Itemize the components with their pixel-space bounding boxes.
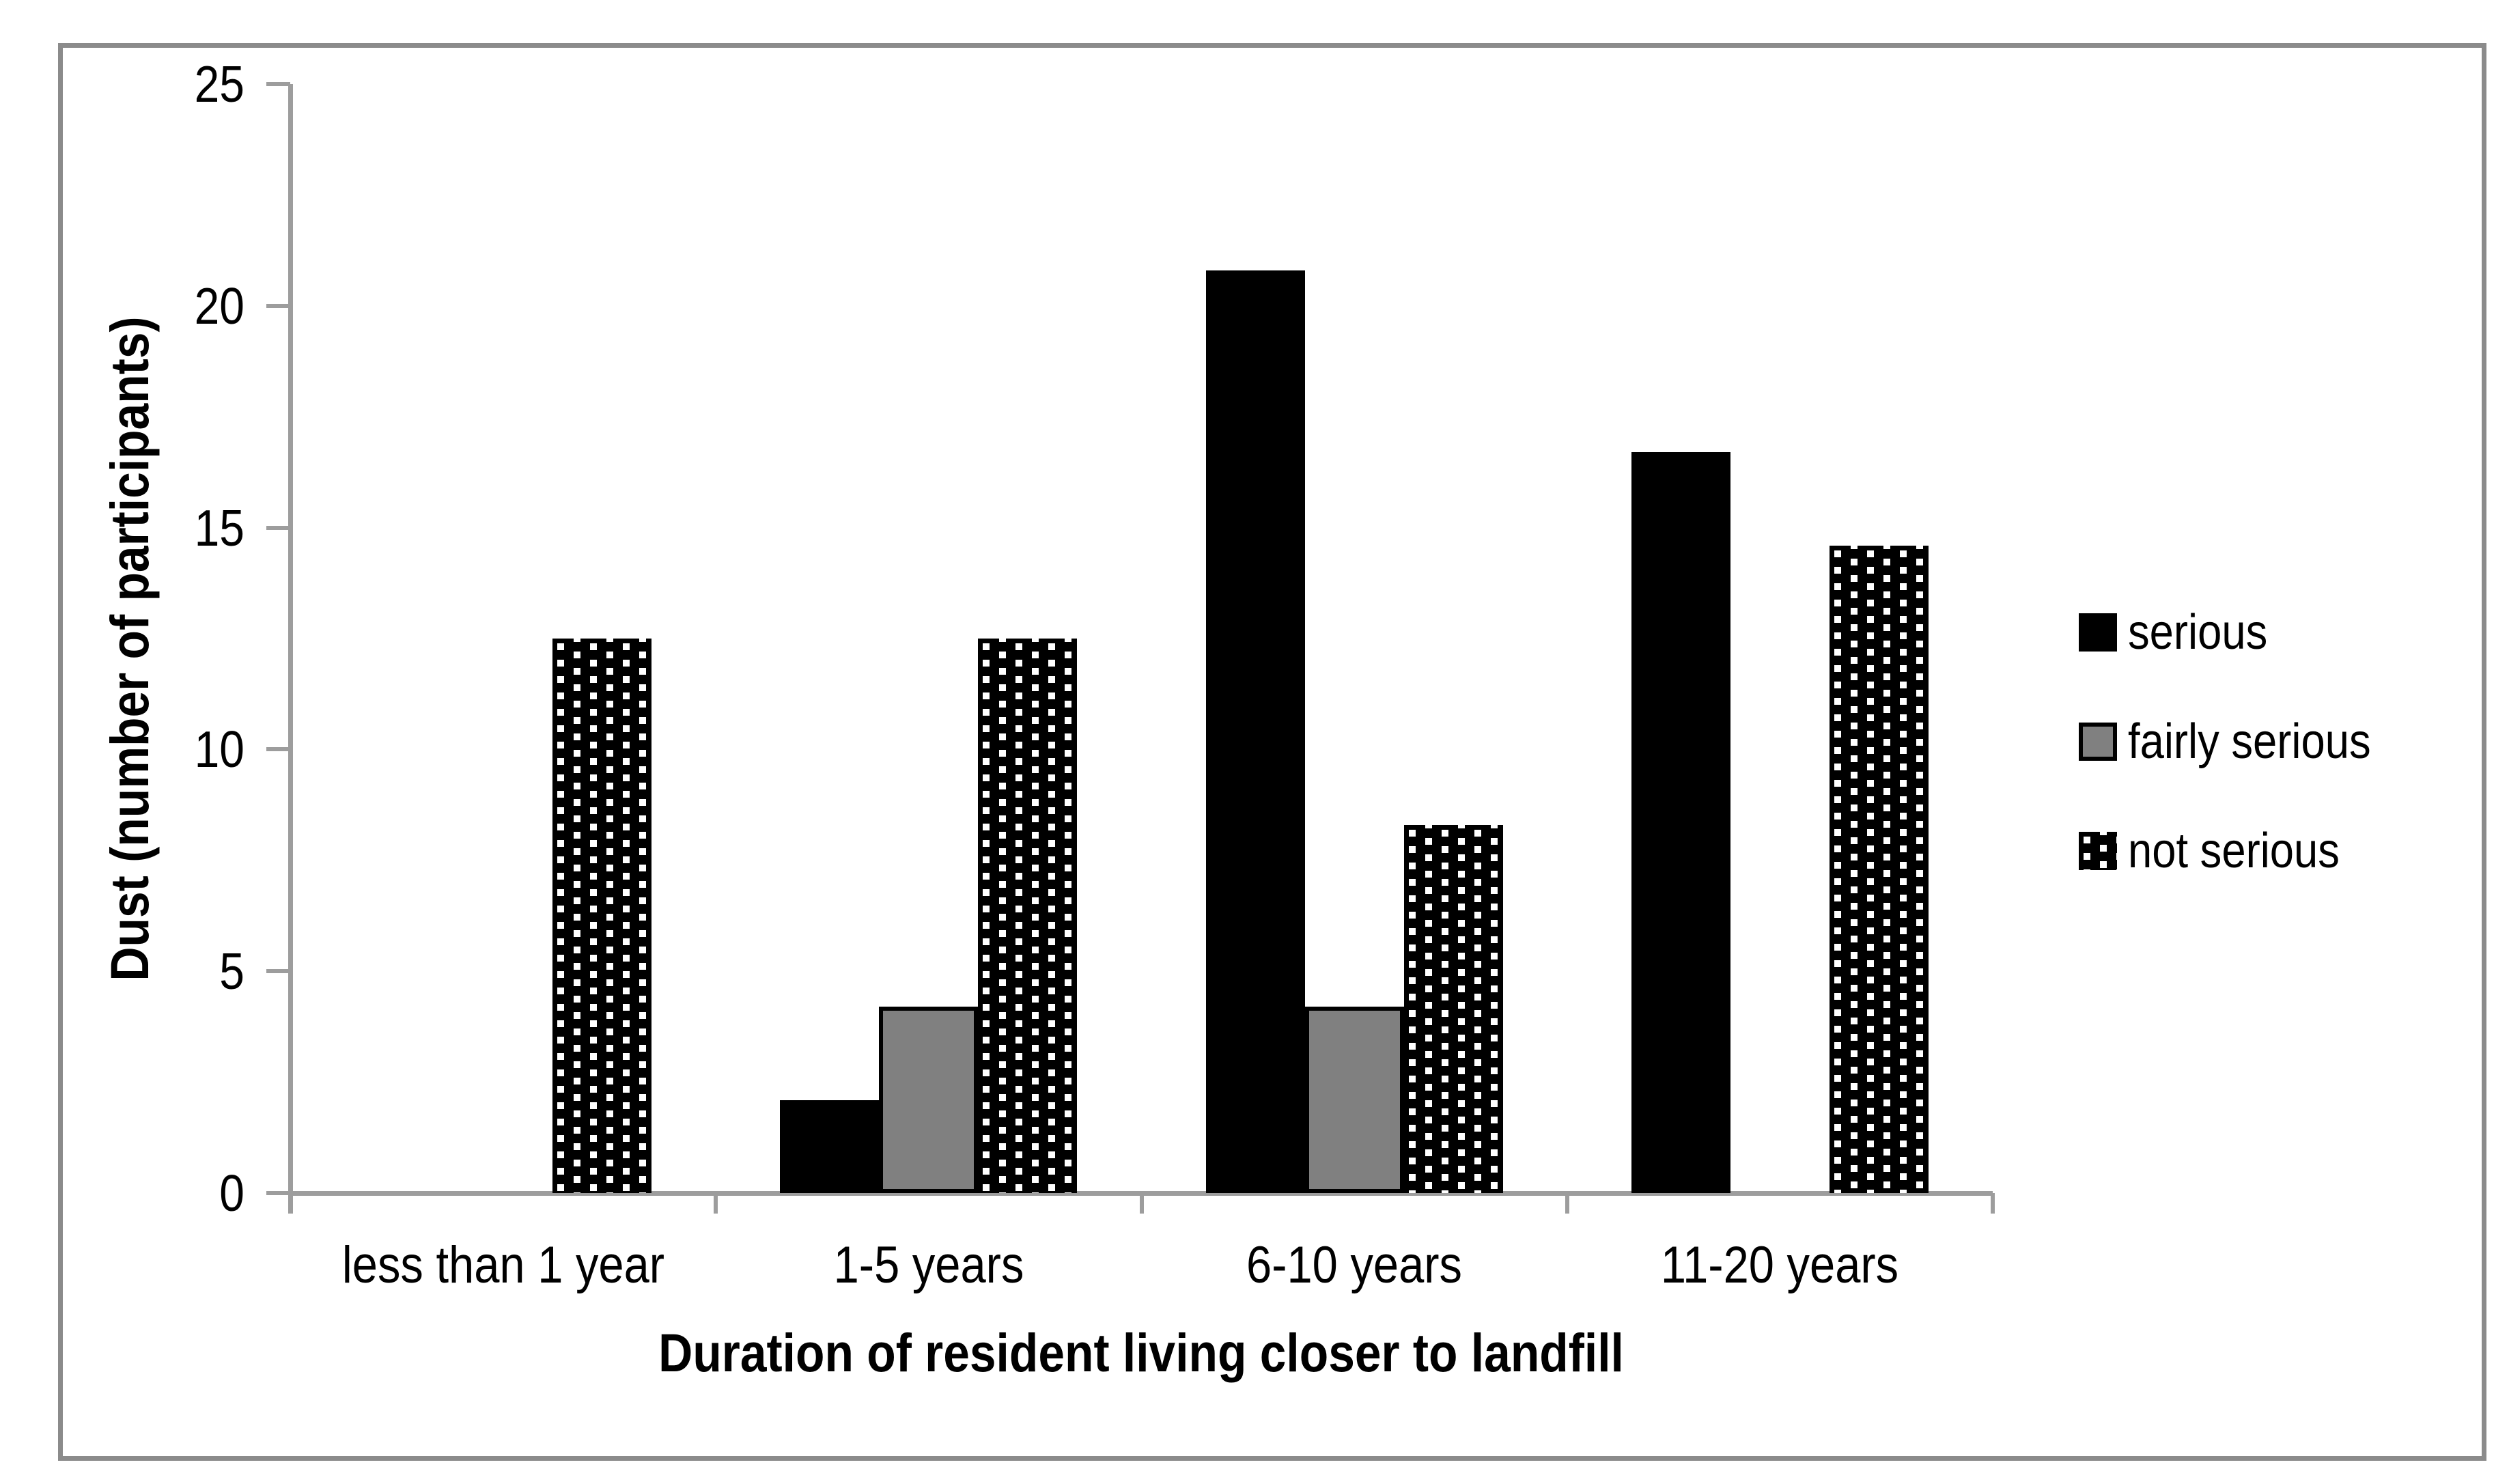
bar-not-serious-1-5-years (978, 639, 1077, 1193)
bar-fairly-serious-6-10-years (1305, 1007, 1404, 1193)
x-category-label-1-5-years: 1-5 years (833, 1236, 1024, 1294)
x-category-label-less-than-1-year: less than 1 year (341, 1236, 664, 1294)
legend-swatch-fairly-serious (2079, 723, 2117, 761)
x-axis-tick-mark (1565, 1193, 1569, 1214)
legend-label-not-serious: not serious (2128, 824, 2340, 878)
bar-serious-1-5-years (780, 1100, 879, 1193)
y-tick-label: 25 (194, 55, 244, 113)
legend-label-serious: serious (2128, 605, 2268, 660)
legend-swatch-not-serious (2079, 832, 2117, 870)
x-axis-line (290, 1191, 1993, 1196)
bar-fairly-serious-1-5-years (879, 1007, 978, 1193)
bar-not-serious-11-20-years (1830, 546, 1929, 1193)
y-axis-tick-mark (266, 747, 290, 752)
bar-not-serious-6-10-years (1404, 825, 1503, 1193)
x-axis-tick-mark (714, 1193, 718, 1214)
legend-swatch-serious (2079, 613, 2117, 652)
x-category-label-6-10-years: 6-10 years (1246, 1236, 1463, 1294)
bar-serious-11-20-years (1631, 452, 1730, 1193)
y-tick-label: 0 (219, 1164, 244, 1222)
y-axis-tick-mark (266, 82, 290, 86)
x-axis-title: Duration of resident living closer to la… (658, 1322, 1624, 1383)
x-axis-tick-mark (1139, 1193, 1144, 1214)
y-tick-label: 5 (219, 942, 244, 1000)
bar-serious-6-10-years (1206, 270, 1305, 1193)
y-axis-tick-mark (266, 525, 290, 530)
chart-border (58, 43, 2486, 1461)
y-axis-line (288, 84, 293, 1214)
legend-label-fairly-serious: fairly serious (2128, 714, 2371, 769)
y-tick-label: 10 (194, 720, 244, 779)
y-tick-label: 20 (194, 277, 244, 335)
y-axis-tick-mark (266, 969, 290, 974)
y-tick-label: 15 (194, 499, 244, 557)
y-axis-title: Dust (number of participants) (99, 316, 160, 981)
x-category-label-11-20-years: 11-20 years (1661, 1236, 1899, 1294)
y-axis-tick-mark (266, 303, 290, 308)
y-axis-tick-mark (266, 1191, 290, 1195)
x-axis-tick-mark (1991, 1193, 1995, 1214)
bar-not-serious-less-than-1-year (552, 639, 651, 1193)
